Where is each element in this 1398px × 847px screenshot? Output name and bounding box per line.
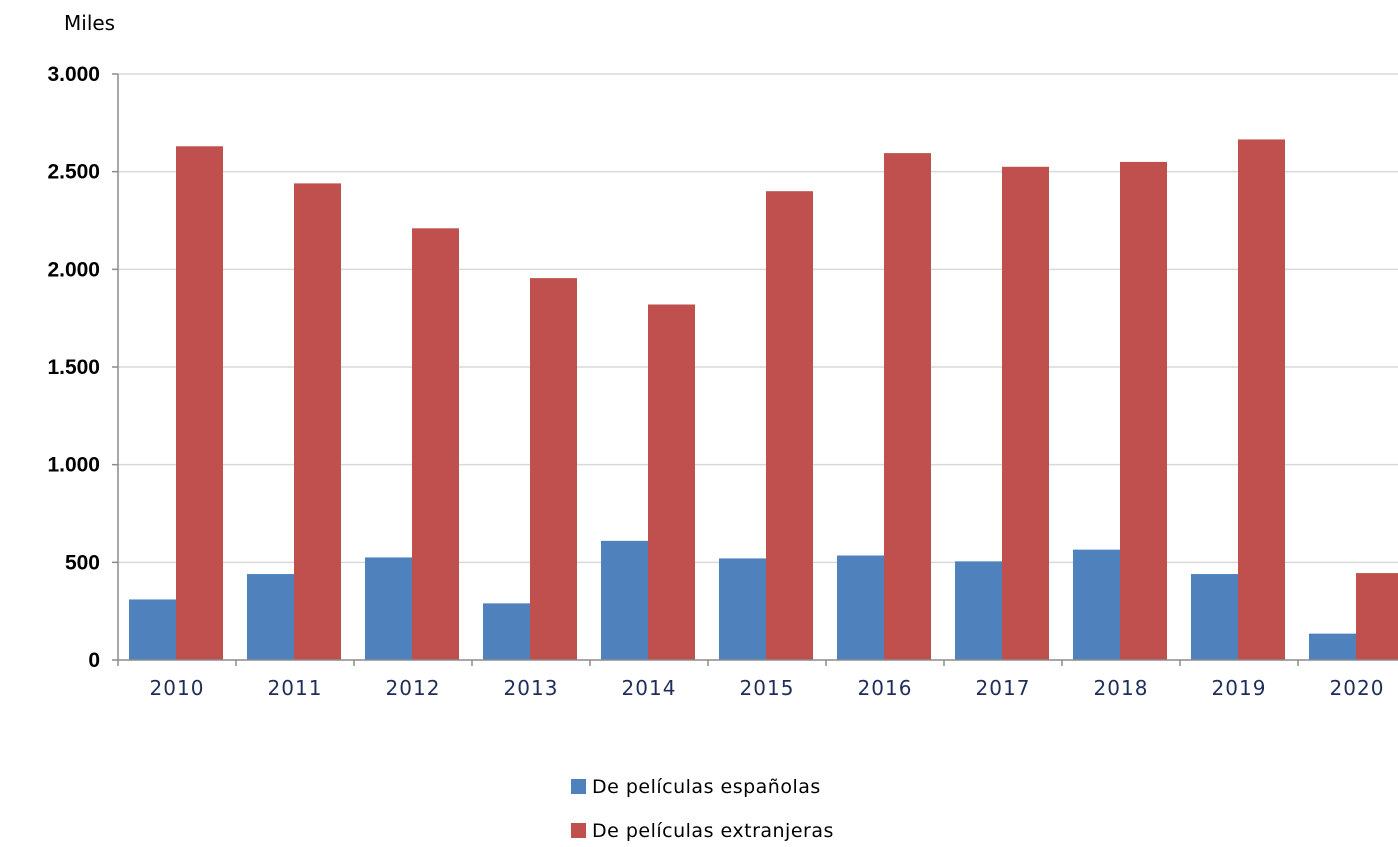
legend-swatch	[571, 779, 586, 794]
y-tick-label: 500	[65, 551, 100, 574]
y-tick-labels: 0 500 1.000 1.500 2.000 2.500 3.000	[47, 63, 100, 672]
bar-espanolas-2017	[955, 561, 1002, 660]
y-tick-label: 2.000	[47, 258, 100, 281]
bar-extranjeras-2015	[766, 191, 813, 660]
x-tick-label: 2010	[150, 676, 205, 700]
x-tick-label: 2017	[976, 676, 1031, 700]
bar-espanolas-2019	[1191, 574, 1238, 660]
bar-espanolas-2015	[719, 558, 766, 660]
bar-extranjeras-2010	[176, 146, 223, 661]
bar-espanolas-2013	[483, 603, 530, 660]
bar-espanolas-2012	[365, 557, 412, 660]
bar-espanolas-2014	[601, 540, 648, 660]
x-tick-labels: 2010 2011 2012 2013 2014 2015 2016 2017 2018 2019…	[150, 676, 1385, 700]
x-tick-label: 2014	[622, 676, 677, 700]
legend-label: De películas españolas	[592, 776, 821, 798]
bar-extranjeras-2017	[1002, 166, 1049, 661]
x-tick-label: 2015	[740, 676, 795, 700]
x-tick-label: 2016	[858, 676, 913, 700]
y-tick-label: 1.000	[47, 454, 100, 477]
bar-espanolas-2016	[837, 555, 884, 660]
bar-extranjeras-2011	[294, 183, 341, 661]
x-tick-label: 2018	[1094, 676, 1149, 700]
unit-label: Miles	[64, 11, 115, 35]
legend-swatch	[571, 823, 586, 838]
y-tick-label: 3.000	[47, 63, 100, 86]
x-tick-label: 2012	[386, 676, 441, 700]
y-tick-label: 0	[88, 649, 100, 672]
bar-espanolas-2011	[247, 574, 294, 660]
x-tick-label: 2011	[268, 676, 323, 700]
y-tick-label: 1.500	[47, 356, 100, 379]
bar-extranjeras-2016	[884, 153, 931, 661]
bar-extranjeras-2020	[1356, 573, 1398, 660]
legend: De películas españolas De películas extra…	[571, 776, 834, 842]
bar-espanolas-2020	[1309, 633, 1356, 660]
bar-extranjeras-2019	[1238, 139, 1285, 661]
bar-espanolas-2010	[129, 599, 176, 660]
x-tick-label: 2019	[1212, 676, 1267, 700]
legend-label: De películas extranjeras	[592, 820, 834, 842]
bar-extranjeras-2013	[530, 278, 577, 660]
x-tick-label: 2013	[504, 676, 559, 700]
x-tick-label: 2020	[1330, 676, 1385, 700]
axes	[112, 73, 1398, 666]
bars	[129, 139, 1398, 661]
y-tick-label: 2.500	[47, 161, 100, 184]
bar-espanolas-2018	[1073, 549, 1120, 660]
bar-extranjeras-2014	[648, 304, 695, 660]
bar-extranjeras-2018	[1120, 161, 1167, 660]
bar-extranjeras-2012	[412, 228, 459, 660]
